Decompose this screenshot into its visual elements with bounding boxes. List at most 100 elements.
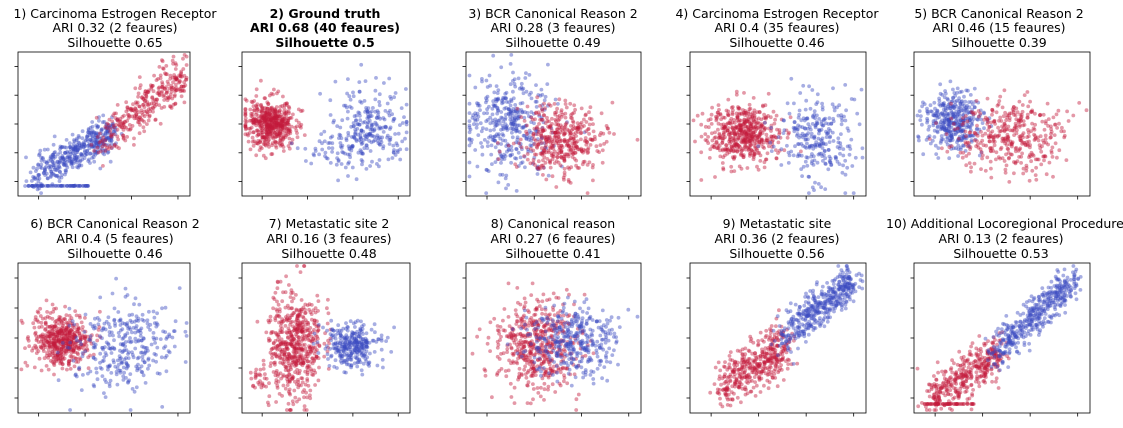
point-6-495	[59, 351, 63, 355]
point-6-810	[153, 321, 157, 325]
point-3-328	[484, 96, 488, 100]
point-5-351	[946, 107, 950, 111]
point-6-624	[134, 296, 138, 300]
point-3-271	[516, 135, 520, 139]
point-4-750	[787, 161, 791, 165]
point-4-413	[756, 121, 760, 125]
point-4-761	[843, 83, 847, 87]
point-6-428	[39, 346, 43, 350]
point-1-590	[113, 112, 117, 116]
point-3-170	[519, 102, 523, 106]
point-5-755	[945, 132, 949, 136]
point-1-668	[142, 129, 146, 133]
point-4-508	[722, 131, 726, 135]
point-2-134	[259, 79, 263, 83]
point-4-751	[807, 175, 811, 179]
point-6-530	[94, 367, 98, 371]
point-3-619	[563, 159, 567, 163]
point-6-790	[140, 364, 144, 368]
point-1-739	[173, 89, 177, 93]
point-5-178	[917, 135, 921, 139]
point-4-120	[706, 135, 710, 139]
point-2-263	[254, 153, 258, 157]
point-2-413	[263, 96, 267, 100]
point-3-342	[501, 173, 505, 177]
point-4-336	[740, 148, 744, 152]
point-6-736	[121, 337, 125, 341]
point-5-560	[1055, 126, 1059, 130]
point-6-683	[104, 351, 108, 355]
point-5-696	[1025, 140, 1029, 144]
point-2-705	[398, 158, 402, 162]
point-6-764	[61, 341, 65, 345]
point-6-818	[122, 366, 126, 370]
point-3-662	[517, 142, 521, 146]
point-4-715	[828, 155, 832, 159]
point-5-222	[925, 107, 929, 111]
point-1-266	[65, 138, 69, 142]
point-4-287	[719, 123, 723, 127]
point-1-753	[116, 103, 120, 107]
point-5-661	[1014, 162, 1018, 166]
point-4-456	[746, 132, 750, 136]
point-5-671	[967, 141, 971, 145]
point-1-326	[80, 154, 84, 158]
point-6-806	[128, 326, 132, 330]
point-3-281	[473, 119, 477, 123]
point-3-785	[529, 147, 533, 151]
point-3-523	[522, 154, 526, 158]
point-5-467	[968, 161, 972, 165]
point-5-685	[1053, 133, 1057, 137]
point-4-770	[812, 163, 816, 167]
point-6-771	[134, 340, 138, 344]
point-5-357	[929, 142, 933, 146]
point-6-201	[23, 346, 27, 350]
point-1-217	[75, 161, 79, 165]
point-3-730	[557, 132, 561, 136]
point-5-342	[936, 130, 940, 134]
point-6-613	[173, 345, 177, 349]
point-6-573	[118, 349, 122, 353]
point-2-688	[359, 148, 363, 152]
point-3-757	[570, 141, 574, 145]
point-1-361	[45, 161, 49, 165]
point-6-275	[33, 366, 37, 370]
point-4-459	[713, 175, 717, 179]
point-3-197	[511, 71, 515, 75]
point-7-93	[313, 383, 317, 387]
point-2-751	[378, 103, 382, 107]
point-2-437	[274, 144, 278, 148]
point-3-708	[569, 181, 573, 185]
point-5-653	[1018, 100, 1022, 104]
point-1-188	[96, 125, 100, 129]
point-3-625	[544, 144, 548, 148]
point-4-767	[860, 88, 864, 92]
point-6-255	[35, 351, 39, 355]
point-6-557	[68, 307, 72, 311]
point-6-455	[65, 337, 69, 341]
point-3-161	[502, 134, 506, 138]
point-4-335	[753, 130, 757, 134]
point-2-491	[273, 135, 277, 139]
point-4-401	[753, 142, 757, 146]
point-1-265	[59, 145, 63, 149]
point-6-712	[185, 321, 189, 325]
point-2-534	[351, 166, 355, 170]
point-7-95	[317, 299, 321, 303]
point-1-485	[81, 184, 85, 188]
point-7-138	[274, 291, 278, 295]
point-5-728	[1042, 155, 1046, 159]
point-6-819	[158, 372, 162, 376]
point-1-805	[125, 135, 129, 139]
point-2-819	[365, 135, 369, 139]
point-4-772	[829, 122, 833, 126]
point-6-438	[66, 333, 70, 337]
point-5-403	[1019, 161, 1023, 165]
point-1-379	[63, 145, 67, 149]
point-6-782	[137, 356, 141, 360]
point-5-146	[941, 138, 945, 142]
point-2-518	[251, 118, 255, 122]
point-1-789	[146, 90, 150, 94]
point-3-280	[528, 73, 532, 77]
point-4-88	[772, 110, 776, 114]
